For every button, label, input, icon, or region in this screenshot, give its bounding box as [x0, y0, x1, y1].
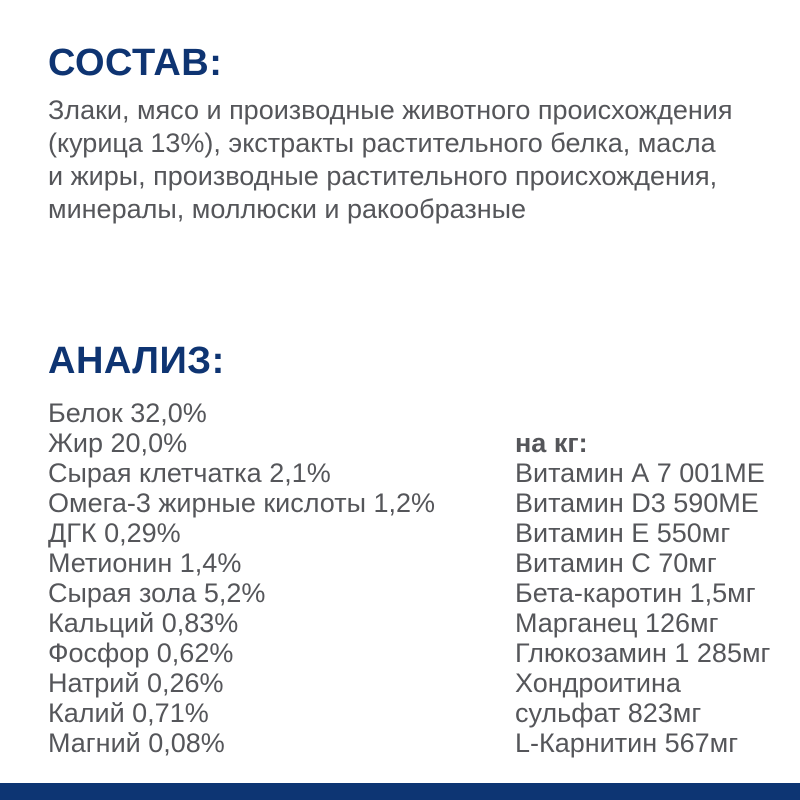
nutrient-item: Фосфор 0,62% [48, 638, 234, 668]
nutrient-item: Сырая зола 5,2% [48, 578, 266, 608]
per-kg-item: Хондроитина [515, 668, 681, 698]
composition-section-title: СОСТАВ: [48, 42, 223, 84]
nutrient-item: Сырая клетчатка 2,1% [48, 458, 331, 488]
nutrient-item: Жир 20,0% [48, 428, 188, 458]
per-kg-item: Бета-каротин 1,5мг [515, 578, 756, 608]
composition-ingredients-text: Злаки, мясо и производные животного прои… [48, 94, 733, 226]
nutrient-item: Омега-3 жирные кислоты 1,2% [48, 488, 436, 518]
per-kg-item: Витамин D3 590МЕ [515, 488, 759, 518]
nutrient-item: Кальций 0,83% [48, 608, 239, 638]
per-kg-list: Витамин А 7 001МЕ Витамин D3 590МЕ Витамин… [515, 458, 770, 758]
composition-text-line: и жиры, производные растительного происх… [48, 161, 718, 191]
nutrient-item: Метионин 1,4% [48, 548, 242, 578]
per-kg-item: Витамин А 7 001МЕ [515, 458, 765, 488]
composition-text-line: минералы, моллюски и ракообразные [48, 194, 527, 224]
nutrient-item: Калий 0,71% [48, 698, 209, 728]
composition-text-line: Злаки, мясо и производные животного прои… [48, 95, 733, 125]
per-kg-item: Витамин Е 550мг [515, 518, 731, 548]
nutrient-item: Натрий 0,26% [48, 668, 224, 698]
nutrient-analysis-list: Белок 32,0% Жир 20,0% Сырая клетчатка 2,1%… [48, 398, 435, 758]
per-kg-item: Витамин С 70мг [515, 548, 717, 578]
analysis-section-title: АНАЛИЗ: [48, 340, 225, 382]
footer-accent-bar [0, 783, 800, 800]
nutrient-item: ДГК 0,29% [48, 518, 181, 548]
per-kg-column: на кг: Витамин А 7 001МЕ Витамин D3 590МЕ… [515, 428, 770, 758]
nutrient-item: Белок 32,0% [48, 398, 207, 428]
nutrient-item: Магний 0,08% [48, 728, 225, 758]
per-kg-item: сульфат 823мг [515, 698, 702, 728]
per-kg-item: Марганец 126мг [515, 608, 719, 638]
per-kg-item: L-Карнитин 567мг [515, 728, 739, 758]
composition-text-line: (курица 13%), экстракты растительного бе… [48, 128, 716, 158]
per-kg-item: Глюкозамин 1 285мг [515, 638, 771, 668]
per-kg-header: на кг: [515, 428, 588, 458]
